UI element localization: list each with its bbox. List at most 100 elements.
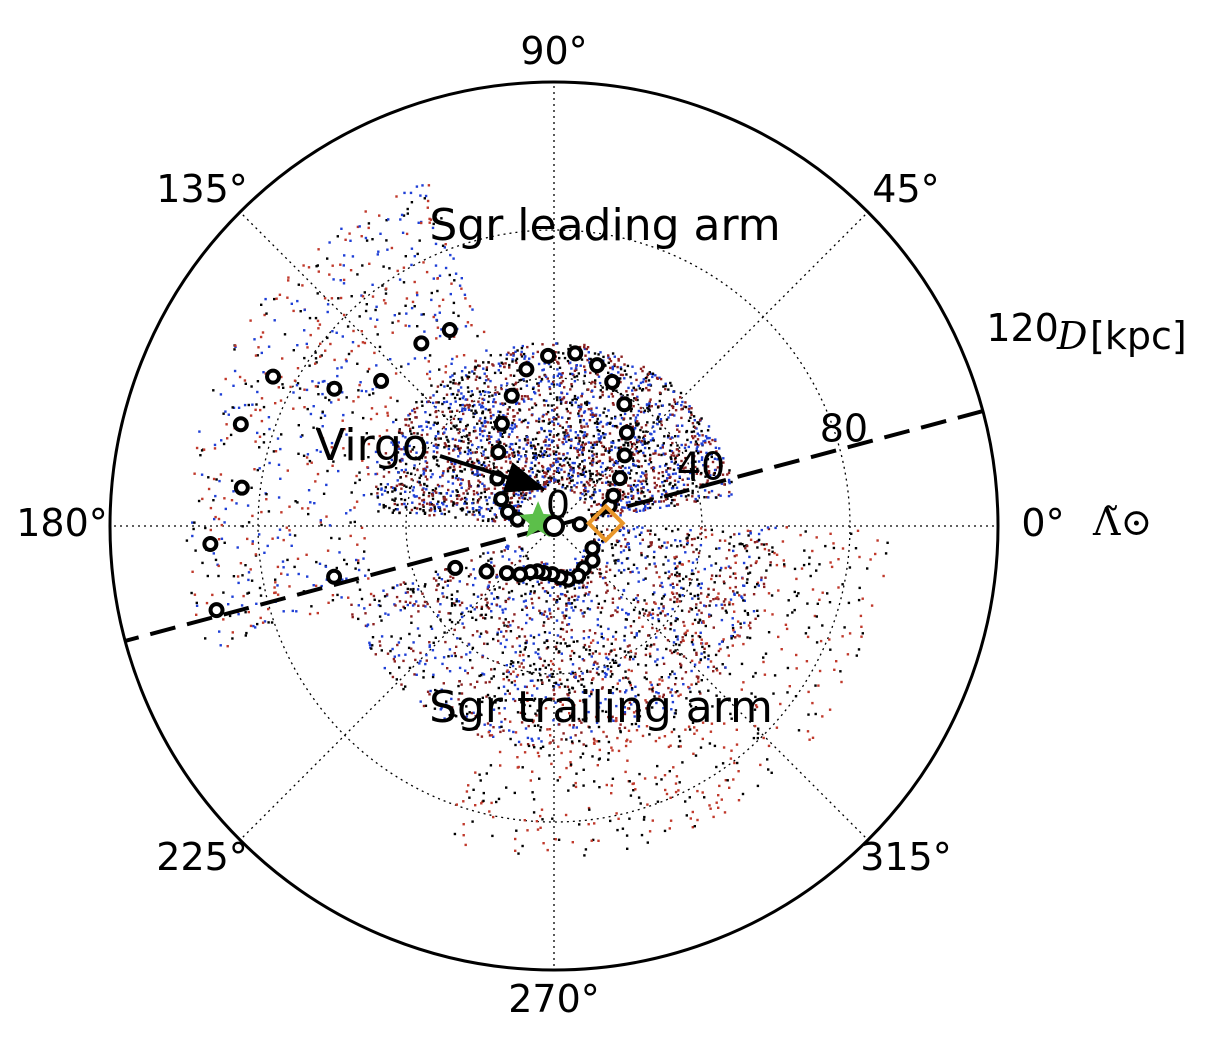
data-point: [548, 387, 552, 391]
data-point: [253, 338, 256, 341]
data-point: [482, 453, 485, 456]
data-point: [689, 699, 692, 703]
data-point: [582, 630, 586, 633]
data-point: [463, 408, 467, 412]
data-point: [697, 443, 700, 447]
data-point: [807, 713, 810, 716]
data-point: [385, 593, 389, 596]
data-point: [577, 717, 581, 721]
data-point: [703, 489, 707, 492]
data-point: [353, 506, 356, 509]
data-point: [604, 449, 607, 452]
data-point: [574, 785, 578, 789]
data-point: [560, 476, 564, 479]
data-point: [374, 472, 377, 476]
data-point: [728, 548, 731, 552]
data-point: [506, 412, 509, 415]
data-point: [453, 426, 456, 429]
data-point: [262, 405, 266, 409]
data-point: [548, 421, 551, 424]
data-point: [604, 698, 607, 701]
data-point: [595, 671, 599, 675]
data-point: [728, 542, 731, 545]
data-point: [415, 451, 418, 454]
data-point: [327, 601, 330, 604]
data-point: [717, 597, 720, 601]
data-point: [340, 596, 343, 599]
data-point: [828, 638, 831, 641]
data-point: [326, 336, 329, 340]
data-point: [733, 610, 736, 613]
data-point: [584, 487, 587, 490]
data-point: [619, 446, 622, 449]
data-point: [550, 476, 553, 480]
data-point: [514, 492, 518, 496]
data-point: [635, 709, 638, 713]
data-point: [623, 369, 627, 372]
data-point: [595, 470, 598, 473]
data-point: [756, 732, 760, 735]
data-point: [664, 384, 667, 388]
data-point: [192, 527, 195, 531]
data-point: [484, 681, 487, 684]
data-point: [330, 441, 334, 445]
data-point: [447, 444, 451, 448]
data-point: [557, 838, 561, 841]
data-point: [582, 768, 585, 771]
data-point: [605, 735, 608, 738]
data-point: [435, 318, 438, 322]
data-point: [472, 415, 475, 419]
data-point: [455, 645, 458, 648]
data-point: [319, 519, 322, 522]
data-point: [549, 365, 552, 368]
data-point: [451, 476, 454, 479]
data-point: [509, 427, 512, 430]
data-point: [552, 697, 555, 700]
data-point: [489, 414, 493, 418]
data-point: [561, 398, 564, 401]
data-point: [502, 635, 505, 638]
data-point: [520, 492, 523, 495]
data-point: [702, 464, 705, 467]
data-point: [339, 296, 343, 300]
data-point: [223, 541, 226, 544]
data-point: [503, 718, 507, 721]
data-point: [430, 627, 434, 630]
data-point: [525, 582, 528, 586]
data-point: [693, 618, 697, 622]
data-point: [693, 419, 696, 422]
data-point: [597, 602, 600, 605]
data-point: [436, 451, 439, 454]
data-point: [486, 606, 489, 609]
data-point: [314, 480, 317, 483]
data-point: [379, 604, 382, 608]
data-point: [390, 246, 394, 250]
data-point: [548, 631, 551, 634]
data-point: [418, 481, 421, 484]
data-point: [479, 712, 482, 716]
data-point: [493, 487, 497, 490]
data-point: [646, 502, 649, 505]
data-point: [654, 500, 657, 503]
data-point: [319, 450, 322, 453]
data-point: [650, 405, 653, 408]
data-point: [655, 663, 659, 667]
data-point: [628, 500, 631, 504]
data-point: [455, 424, 458, 427]
data-point: [249, 624, 253, 628]
data-point: [387, 435, 390, 438]
data-point: [646, 555, 649, 558]
data-point: [667, 473, 670, 476]
data-point: [636, 459, 639, 462]
data-point: [537, 382, 540, 385]
data-point: [709, 474, 712, 477]
data-point: [657, 692, 660, 695]
data-point: [528, 491, 531, 495]
data-point: [580, 731, 583, 734]
data-point: [575, 726, 578, 729]
data-point: [632, 598, 635, 601]
data-point: [755, 705, 759, 709]
data-point: [636, 484, 639, 487]
data-point: [265, 312, 268, 315]
data-point: [270, 621, 274, 624]
